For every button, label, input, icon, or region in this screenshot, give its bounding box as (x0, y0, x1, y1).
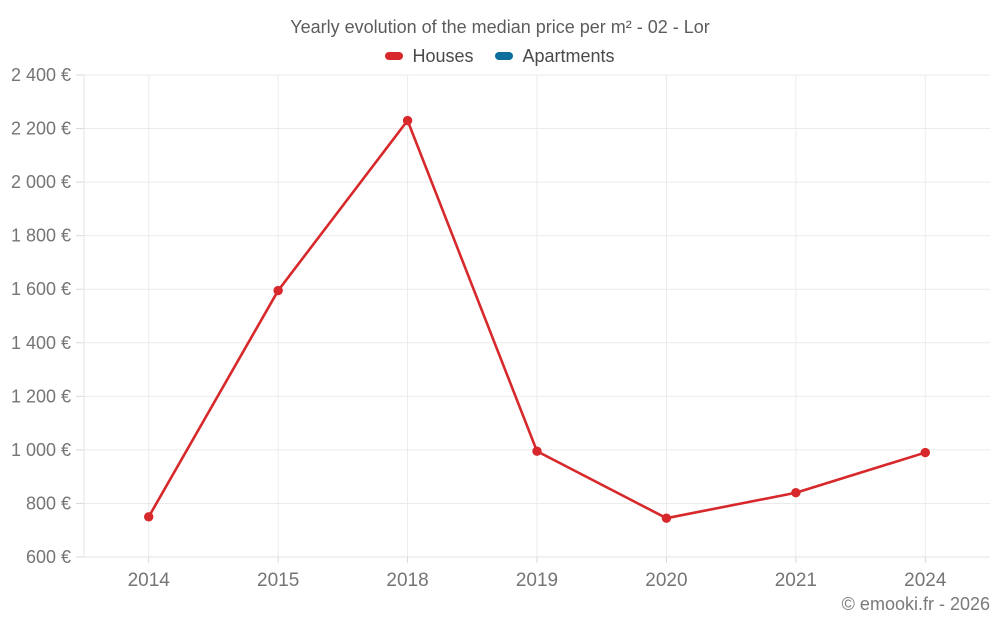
houses-data-point[interactable] (920, 447, 930, 458)
houses-data-point[interactable] (661, 513, 672, 523)
chart-legend: Houses Apartments (0, 44, 1000, 68)
legend-label-apartments: Apartments (522, 45, 615, 66)
y-tick-label: 800 € (26, 493, 71, 513)
x-tick-label: 2019 (516, 570, 558, 591)
x-tick-label: 2020 (645, 570, 687, 591)
y-tick-label: 1 200 € (11, 386, 71, 406)
y-tick-label: 600 € (26, 547, 71, 567)
y-tick-label: 2 200 € (11, 119, 71, 139)
legend-item-houses[interactable]: Houses (385, 46, 473, 67)
apartments-series-swatch-icon (495, 52, 514, 60)
houses-data-point[interactable] (273, 285, 283, 296)
houses-series-swatch-icon (385, 52, 404, 60)
x-tick-label: 2024 (904, 570, 947, 591)
chart-title: Yearly evolution of the median price per… (290, 17, 710, 37)
x-tick-label: 2015 (257, 570, 299, 591)
y-tick-label: 1 000 € (11, 440, 71, 460)
legend-label-houses: Houses (412, 45, 474, 66)
y-tick-label: 1 600 € (11, 279, 71, 299)
x-tick-label: 2021 (775, 570, 817, 591)
x-tick-label: 2018 (386, 570, 428, 591)
houses-data-point[interactable] (532, 446, 542, 456)
houses-data-point[interactable] (402, 115, 413, 126)
legend-item-apartments[interactable]: Apartments (495, 45, 615, 67)
houses-data-point[interactable] (144, 512, 154, 522)
y-tick-label: 2 400 € (11, 65, 71, 85)
y-tick-label: 2 000 € (11, 172, 71, 192)
y-tick-label: 1 400 € (11, 333, 71, 353)
x-tick-label: 2014 (128, 570, 171, 591)
houses-data-point[interactable] (791, 488, 801, 498)
copyright-footer: © emooki.fr - 2026 (841, 594, 990, 614)
y-tick-label: 1 800 € (11, 226, 71, 246)
